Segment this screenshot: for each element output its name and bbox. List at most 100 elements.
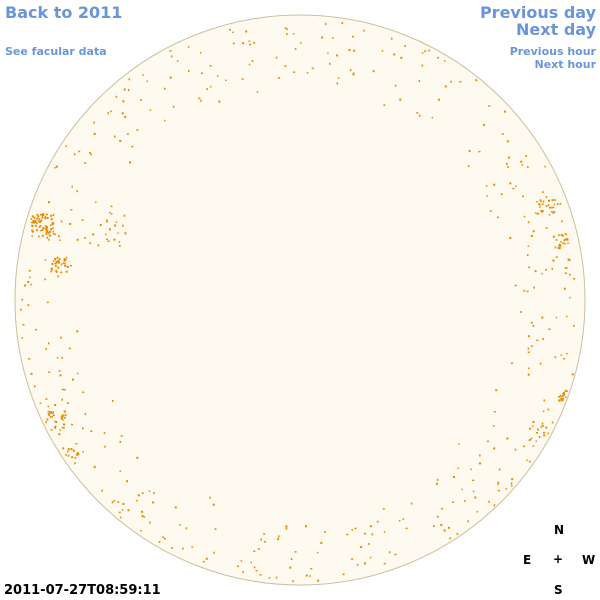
facula-point bbox=[394, 84, 397, 87]
facula-point bbox=[540, 209, 543, 212]
facula-point bbox=[123, 88, 126, 91]
previous-hour-link[interactable]: Previous hour bbox=[509, 45, 596, 58]
facula-point bbox=[149, 109, 152, 111]
facula-point bbox=[545, 426, 548, 429]
facula-point bbox=[354, 527, 357, 530]
facula-point bbox=[448, 526, 450, 529]
facula-point bbox=[510, 482, 513, 485]
facula-point bbox=[562, 399, 564, 402]
facula-point bbox=[59, 258, 61, 260]
facula-point bbox=[571, 373, 574, 376]
facula-point bbox=[285, 525, 288, 528]
facula-point bbox=[394, 553, 397, 556]
facula-point bbox=[65, 453, 67, 456]
facula-point bbox=[149, 521, 151, 524]
facula-point bbox=[545, 227, 548, 229]
facula-point bbox=[532, 421, 534, 423]
facula-point bbox=[363, 532, 366, 535]
facula-point bbox=[20, 308, 22, 311]
next-day-link[interactable]: Next day bbox=[516, 20, 596, 39]
facula-point bbox=[453, 476, 455, 478]
facula-point bbox=[107, 240, 110, 242]
facula-point bbox=[551, 421, 554, 424]
back-to-year-link[interactable]: Back to 2011 bbox=[5, 3, 123, 22]
facula-point bbox=[176, 60, 179, 62]
facula-point bbox=[71, 448, 73, 451]
facula-point bbox=[564, 389, 567, 392]
facula-point bbox=[115, 221, 118, 223]
facula-point bbox=[124, 115, 127, 118]
see-facular-data-link[interactable]: See facular data bbox=[5, 45, 107, 58]
facula-point bbox=[62, 414, 64, 417]
facula-point bbox=[50, 228, 52, 231]
facula-point bbox=[34, 385, 36, 388]
compass-center: + bbox=[553, 552, 564, 566]
facula-point bbox=[536, 432, 538, 434]
facula-point bbox=[54, 425, 57, 428]
facula-point bbox=[479, 462, 481, 465]
facula-point bbox=[566, 352, 568, 355]
facula-point bbox=[558, 234, 560, 237]
facula-point bbox=[329, 62, 331, 65]
facula-point bbox=[74, 456, 77, 459]
facula-point bbox=[52, 411, 54, 414]
facula-point bbox=[512, 187, 515, 190]
facula-point bbox=[260, 538, 262, 541]
facula-point bbox=[456, 533, 459, 535]
facula-point bbox=[35, 221, 37, 223]
facula-point bbox=[435, 482, 438, 485]
facula-point bbox=[40, 213, 43, 216]
facula-point bbox=[64, 262, 66, 265]
facula-point bbox=[478, 150, 481, 153]
facula-point bbox=[563, 394, 565, 396]
facula-point bbox=[54, 259, 57, 261]
facula-point bbox=[458, 443, 460, 445]
facula-point bbox=[290, 558, 293, 560]
facula-point bbox=[351, 529, 353, 531]
facula-point bbox=[52, 260, 55, 263]
facula-point bbox=[560, 233, 563, 236]
facula-point bbox=[101, 489, 103, 492]
facula-point bbox=[61, 398, 63, 401]
facula-point bbox=[444, 85, 447, 88]
facula-point bbox=[55, 269, 57, 272]
facula-point bbox=[497, 481, 500, 484]
facula-point bbox=[131, 145, 134, 148]
facula-point bbox=[557, 247, 560, 250]
facula-point bbox=[309, 575, 311, 577]
facula-point bbox=[171, 547, 173, 549]
facula-point bbox=[256, 91, 259, 93]
facula-point bbox=[563, 358, 566, 360]
facula-point bbox=[67, 454, 70, 457]
facula-point bbox=[559, 203, 562, 205]
previous-day-link[interactable]: Previous day bbox=[479, 3, 596, 22]
facula-point bbox=[84, 237, 87, 239]
facula-point bbox=[566, 267, 568, 269]
facula-point bbox=[278, 77, 280, 79]
facula-point bbox=[255, 569, 258, 572]
facula-point bbox=[137, 494, 140, 497]
facula-point bbox=[470, 468, 472, 471]
facula-point bbox=[573, 324, 575, 327]
facula-point bbox=[106, 221, 108, 223]
facula-point bbox=[556, 203, 559, 205]
facula-point bbox=[497, 483, 499, 486]
facula-point bbox=[573, 278, 576, 280]
facula-point bbox=[292, 580, 294, 583]
facula-point bbox=[60, 418, 63, 420]
facula-point bbox=[511, 478, 514, 481]
facula-point bbox=[70, 209, 73, 211]
facula-point bbox=[107, 112, 109, 115]
facula-point bbox=[421, 52, 424, 54]
facula-point bbox=[52, 414, 55, 416]
facula-point bbox=[89, 152, 91, 154]
next-hour-link[interactable]: Next hour bbox=[534, 58, 597, 71]
facula-point bbox=[284, 27, 287, 29]
facula-point bbox=[93, 465, 96, 468]
facula-point bbox=[486, 195, 488, 197]
facula-point bbox=[213, 551, 215, 554]
facula-point bbox=[45, 398, 48, 400]
facula-point bbox=[561, 395, 564, 398]
facula-point bbox=[32, 220, 34, 222]
